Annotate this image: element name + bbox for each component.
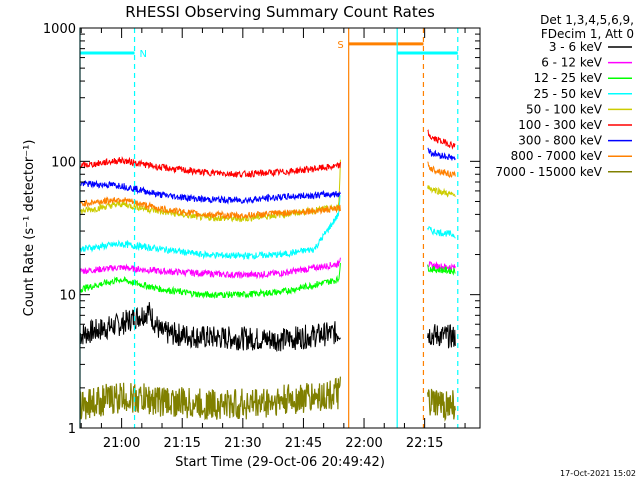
series-line-100-300-kev-1 xyxy=(427,129,456,150)
series-line-6-12-kev-0 xyxy=(79,257,341,280)
series-100-300-kev xyxy=(79,129,456,179)
legend-entry-50-100-kev: 50 - 100 keV xyxy=(526,102,603,116)
y-tick-label-10: 10 xyxy=(59,289,76,304)
series-300-800-kev xyxy=(80,147,456,205)
legend-entry-6-12-kev: 6 - 12 keV xyxy=(541,56,603,70)
series-6-12-kev xyxy=(79,257,456,280)
series-line-3-6-kev-1 xyxy=(427,324,456,349)
series-line-12-25-kev-0 xyxy=(79,262,341,300)
series-line-6-12-kev-1 xyxy=(427,261,456,271)
annotation-label-s: S xyxy=(337,40,343,51)
series-line-300-800-kev-1 xyxy=(427,147,456,161)
x-tick-label-2115: 21:15 xyxy=(163,436,200,451)
x-tick-label-2145: 21:45 xyxy=(285,436,322,451)
series-line-25-50-kev-0 xyxy=(79,195,341,261)
x-tick-label-2215: 22:15 xyxy=(406,436,443,451)
x-axis-label: Start Time (29-Oct-06 20:49:42) xyxy=(175,455,385,470)
legend-entry-300-800-kev: 300 - 800 keV xyxy=(518,134,602,148)
legend-entry-100-300-kev: 100 - 300 keV xyxy=(518,118,602,132)
legend-entry-3-6-kev: 3 - 6 keV xyxy=(549,40,603,54)
legend-entry-25-50-kev: 25 - 50 keV xyxy=(534,87,603,101)
x-tick-label-2100: 21:00 xyxy=(103,436,140,451)
y-tick-label-1000: 1000 xyxy=(43,22,76,37)
plot-frame xyxy=(79,27,481,429)
series-800-7000-kev xyxy=(79,161,456,220)
legend-entry-800-7000-kev: 800 - 7000 keV xyxy=(511,149,603,163)
series-7000-15000-kev xyxy=(79,376,456,422)
series-line-12-25-kev-1 xyxy=(427,264,456,276)
series-12-25-kev xyxy=(79,262,456,300)
series-line-800-7000-kev-0 xyxy=(79,196,341,220)
y-axis-label: Count Rate (s⁻¹ detector⁻¹) xyxy=(22,140,37,317)
legend: Det 1,3,4,5,6,9, FDecim 1, Att 0 3 - 6 k… xyxy=(495,13,634,179)
series-line-300-800-kev-0 xyxy=(80,179,341,205)
legend-header-line-2: FDecim 1, Att 0 xyxy=(541,27,634,41)
x-tick-label-2130: 21:30 xyxy=(224,436,261,451)
x-tick-label-2200: 22:00 xyxy=(345,436,382,451)
series-line-100-300-kev-0 xyxy=(79,156,341,179)
series-line-50-100-kev-1 xyxy=(427,185,456,198)
timestamp: 17-Oct-2021 15:02 xyxy=(560,469,636,478)
annotation-label-n: N xyxy=(140,49,147,60)
series-line-7000-15000-kev-1 xyxy=(427,388,456,422)
plot-area: NS xyxy=(79,28,459,428)
series-line-3-6-kev-0 xyxy=(79,302,341,352)
legend-header-line-1: Det 1,3,4,5,6,9, xyxy=(540,13,634,27)
legend-entry-12-25-kev: 12 - 25 keV xyxy=(534,71,603,85)
legend-entry-7000-15000-kev: 7000 - 15000 keV xyxy=(495,165,602,179)
y-tick-label-100: 100 xyxy=(51,155,76,170)
series-25-50-kev xyxy=(79,195,456,261)
series-3-6-kev xyxy=(79,302,456,352)
series-line-7000-15000-kev-0 xyxy=(79,376,341,421)
series-line-800-7000-kev-1 xyxy=(427,161,456,179)
axis-ticks: 1 10 100 1000 21:00 21:15 21:30 21:45 22:00 22:15 xyxy=(43,22,480,451)
series-line-25-50-kev-1 xyxy=(427,225,456,239)
y-tick-label-1: 1 xyxy=(68,422,76,437)
chart-title: RHESSI Observing Summary Count Rates xyxy=(125,3,435,21)
